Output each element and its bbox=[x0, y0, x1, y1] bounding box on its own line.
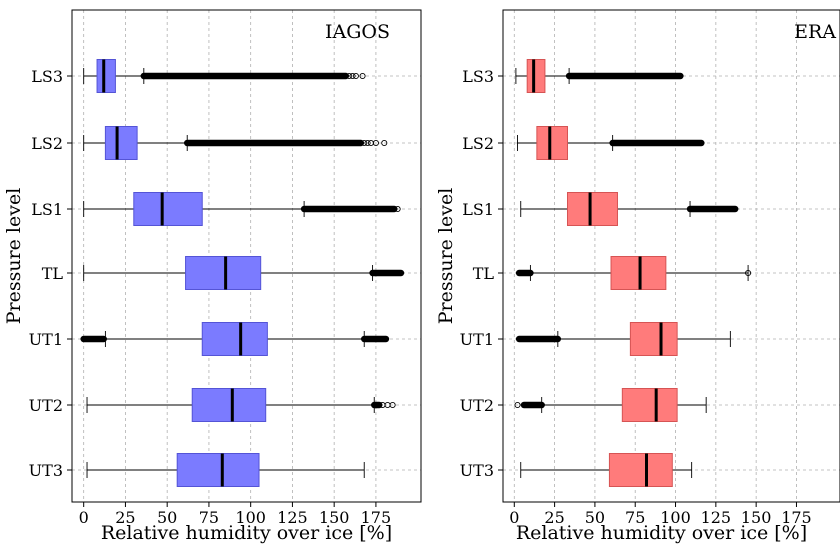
outlier-point bbox=[389, 401, 396, 409]
plot-frame bbox=[71, 9, 422, 503]
box-ls3 bbox=[515, 59, 684, 93]
box-ut2 bbox=[86, 388, 396, 422]
x-tick-label: 100 bbox=[235, 508, 266, 527]
y-tick-label: LS1 bbox=[31, 200, 63, 219]
box-ut2 bbox=[514, 388, 707, 422]
iagos-panel: 0 25 50 75 100 125 150 175 LS3 LS2 LS1 TL UT1 UT2 UT3 I… bbox=[3, 9, 422, 544]
outlier-point bbox=[349, 72, 356, 80]
era-panel: 0 25 50 75 100 125 150 175 LS3 LS2 LS1 TL UT1 UT2 UT3 E… bbox=[435, 9, 840, 544]
box-iqr bbox=[133, 192, 203, 226]
box-ut1 bbox=[80, 322, 390, 356]
box-iqr bbox=[104, 126, 138, 160]
outlier-point bbox=[514, 401, 521, 409]
x-tick-label: 0 bbox=[79, 508, 89, 527]
y-tick-label: UT1 bbox=[460, 330, 494, 349]
box-ls2 bbox=[83, 126, 388, 160]
box-iqr bbox=[191, 388, 267, 422]
box-iqr bbox=[536, 126, 568, 160]
outlier-point bbox=[361, 139, 368, 147]
box-iqr bbox=[185, 256, 262, 290]
box-ut1 bbox=[515, 322, 731, 356]
y-tick-label: TL bbox=[473, 264, 495, 283]
x-axis-label: Relative humidity over ice [%] bbox=[101, 522, 392, 544]
box-ut3 bbox=[86, 453, 365, 487]
x-tick-label: 0 bbox=[509, 508, 519, 527]
x-tick-label: 150 bbox=[319, 508, 350, 527]
box-tl bbox=[83, 256, 405, 290]
box-ls3 bbox=[83, 59, 366, 93]
panel-title: ERA bbox=[794, 21, 836, 43]
box-tl bbox=[515, 256, 752, 290]
x-tick-label: 25 bbox=[115, 508, 135, 527]
y-tick-label: UT3 bbox=[29, 461, 63, 480]
y-tick-label: LS3 bbox=[31, 67, 63, 86]
x-tick-label: 175 bbox=[781, 508, 812, 527]
outlier-point bbox=[745, 269, 752, 277]
y-tick-label: LS3 bbox=[462, 67, 494, 86]
x-tick-label: 50 bbox=[585, 508, 605, 527]
y-axis-label: Pressure level bbox=[435, 188, 457, 325]
box-iqr bbox=[566, 192, 618, 226]
x-tick-label: 150 bbox=[741, 508, 772, 527]
outlier-point bbox=[346, 72, 353, 80]
x-tick-label: 25 bbox=[544, 508, 564, 527]
x-axis-label: Relative humidity over ice [%] bbox=[516, 522, 807, 544]
y-tick-label: TL bbox=[42, 264, 64, 283]
y-axis-label: Pressure level bbox=[3, 188, 25, 325]
outlier-point bbox=[372, 139, 379, 147]
x-tick-label: 100 bbox=[660, 508, 691, 527]
x-tick-label: 75 bbox=[199, 508, 219, 527]
x-tick-label: 175 bbox=[361, 508, 392, 527]
plot-frame bbox=[502, 9, 840, 503]
y-tick-label: UT1 bbox=[29, 330, 63, 349]
box-iqr bbox=[96, 59, 116, 93]
box-iqr bbox=[176, 453, 260, 487]
y-tick-label: UT2 bbox=[460, 396, 494, 415]
y-tick-label: LS2 bbox=[462, 134, 494, 153]
y-tick-label: UT2 bbox=[29, 396, 63, 415]
box-iqr bbox=[201, 322, 268, 356]
outlier-point bbox=[394, 205, 401, 213]
y-tick-label: LS2 bbox=[31, 134, 63, 153]
y-tick-label: LS1 bbox=[462, 200, 494, 219]
y-tick-label: UT3 bbox=[460, 461, 494, 480]
x-tick-label: 125 bbox=[277, 508, 308, 527]
outlier-point bbox=[364, 139, 371, 147]
box-iqr bbox=[621, 388, 678, 422]
box-iqr bbox=[629, 322, 678, 356]
box-iqr bbox=[610, 256, 667, 290]
outlier-point bbox=[352, 72, 359, 80]
panel-title: IAGOS bbox=[325, 21, 390, 43]
box-iqr bbox=[608, 453, 673, 487]
x-tick-label: 75 bbox=[625, 508, 645, 527]
outlier-point bbox=[381, 139, 388, 147]
box-ut3 bbox=[520, 453, 693, 487]
box-ls1 bbox=[83, 192, 401, 226]
outlier-point bbox=[359, 72, 366, 80]
box-iqr bbox=[526, 59, 546, 93]
x-tick-label: 125 bbox=[701, 508, 732, 527]
box-ls2 bbox=[517, 126, 705, 160]
box-ls1 bbox=[520, 192, 739, 226]
x-tick-label: 50 bbox=[157, 508, 177, 527]
